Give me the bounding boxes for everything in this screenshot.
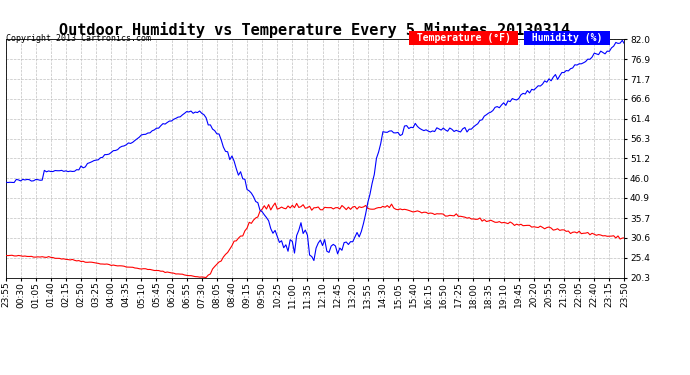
Text: Copyright 2013 Cartronics.com: Copyright 2013 Cartronics.com xyxy=(6,34,150,43)
Title: Outdoor Humidity vs Temperature Every 5 Minutes 20130314: Outdoor Humidity vs Temperature Every 5 … xyxy=(59,22,571,38)
Text: Humidity (%): Humidity (%) xyxy=(526,33,608,43)
Text: Temperature (°F): Temperature (°F) xyxy=(411,33,516,43)
